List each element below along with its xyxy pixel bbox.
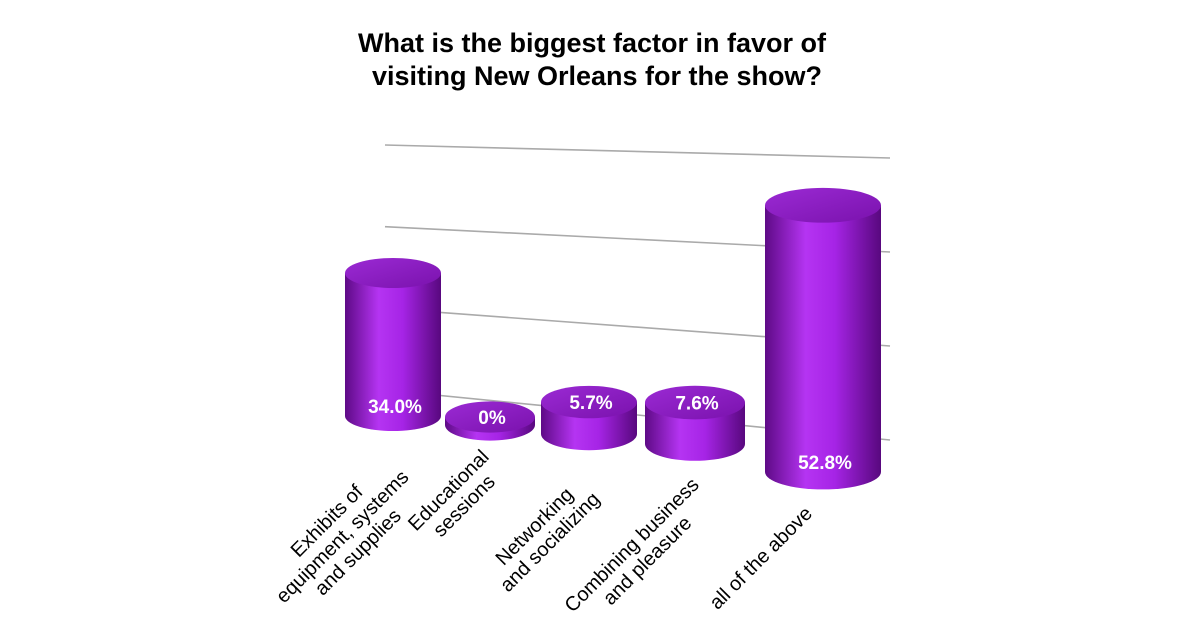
bar-top	[345, 258, 441, 289]
bar	[765, 187, 881, 490]
x-tick-label: Educationalsessions	[404, 446, 509, 551]
grid-line	[384, 144, 891, 159]
bar-body	[645, 402, 745, 461]
bar-top	[765, 187, 881, 223]
data-label: 52.8%	[798, 453, 852, 474]
bar	[345, 258, 441, 431]
x-tick-label: all of the above	[705, 503, 816, 614]
x-tick-label: Exhibits ofequipment, systemsand supplie…	[256, 451, 428, 623]
chart-title: What is the biggest factor in favor of	[358, 28, 827, 58]
data-label: 0%	[478, 408, 506, 429]
data-label: 34.0%	[368, 397, 422, 418]
bar-top	[645, 385, 745, 420]
chart-title: visiting New Orleans for the show?	[372, 61, 822, 91]
bar	[645, 385, 745, 461]
bar-body	[765, 205, 881, 490]
bar	[445, 401, 535, 441]
data-label: 5.7%	[569, 393, 612, 414]
bar	[541, 385, 637, 451]
bar-top	[445, 401, 535, 433]
bar-top	[541, 385, 637, 419]
bar-body	[345, 273, 441, 431]
data-label: 7.6%	[675, 394, 718, 415]
